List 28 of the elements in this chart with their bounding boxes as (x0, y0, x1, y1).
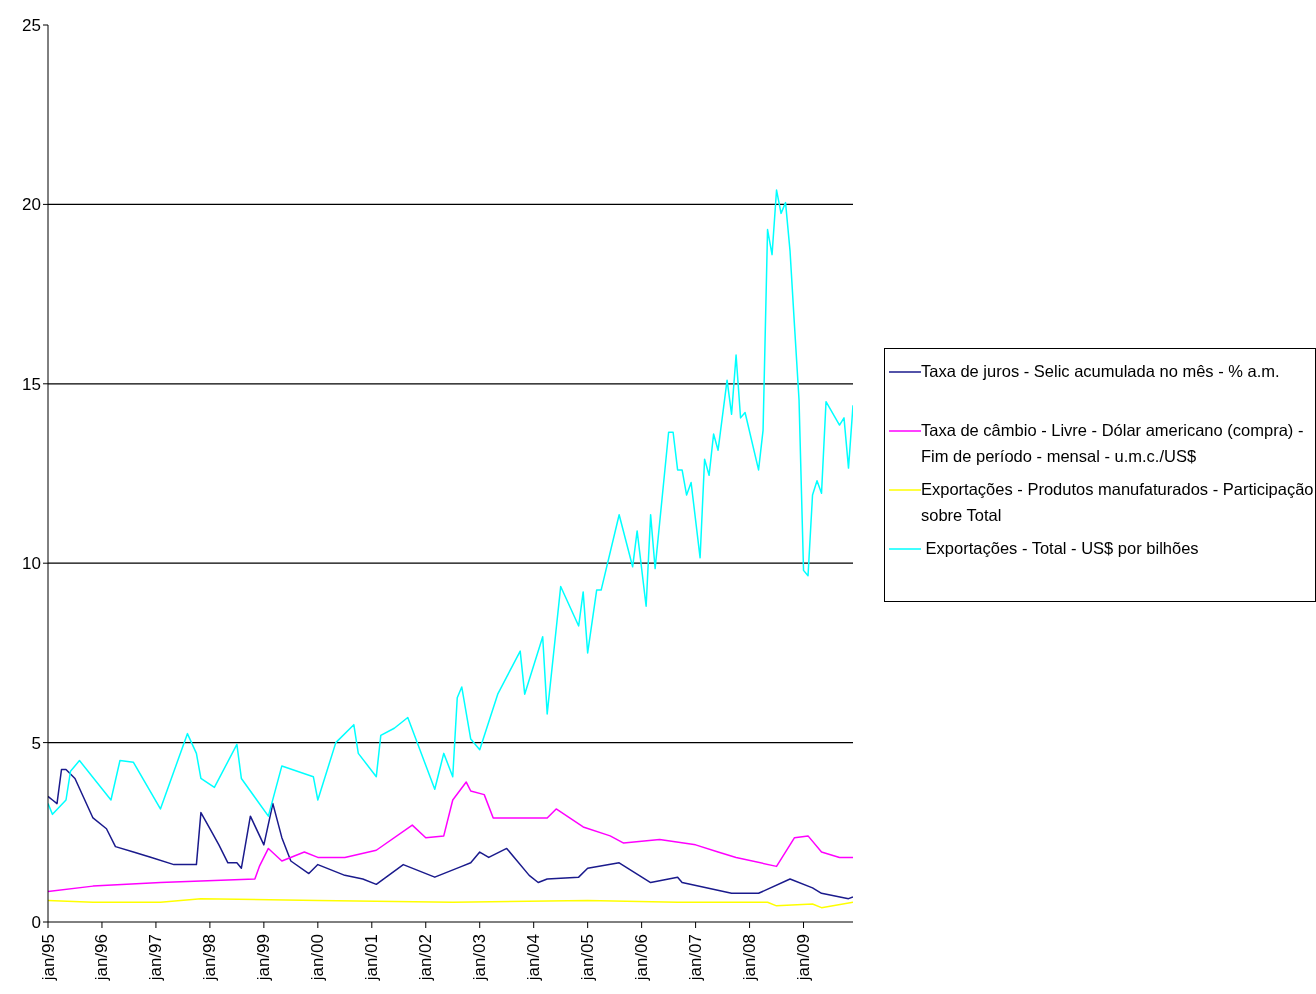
x-tick-label: jan/07 (686, 934, 706, 982)
y-tick-label: 20 (22, 195, 41, 215)
x-tick-label: jan/99 (254, 934, 274, 982)
y-tick-label: 5 (31, 733, 41, 753)
legend-label: Taxa de juros - Selic acumulada no mês - % a.m. (921, 361, 1280, 382)
x-tick-label: jan/95 (38, 934, 58, 982)
x-tick-label: jan/05 (578, 934, 598, 982)
y-tick-label: 25 (22, 16, 41, 36)
line-series (48, 781, 853, 893)
x-tick-label: jan/03 (470, 934, 490, 982)
x-tick-label: jan/97 (146, 934, 166, 982)
legend-label: Exportações - Produtos manufaturados - Participação sobre Total (921, 479, 1315, 526)
x-tick-label: jan/00 (308, 934, 328, 982)
line-series (48, 768, 853, 900)
x-tick-label: jan/96 (92, 934, 112, 982)
x-tick-label: jan/98 (200, 934, 220, 982)
x-tick-label: jan/04 (524, 934, 544, 982)
legend-label: Exportações - Total - US$ por bilhões (924, 538, 1199, 559)
line-series (48, 897, 853, 909)
y-tick-label: 0 (31, 913, 41, 933)
x-tick-label: jan/06 (632, 934, 652, 982)
legend-label: Taxa de câmbio - Livre - Dólar americano (compra) - Fim de período - mensal - u.m.c./US$ (921, 420, 1305, 467)
y-tick-label: 10 (22, 554, 41, 574)
x-tick-label: jan/01 (362, 934, 382, 982)
x-tick-label: jan/08 (740, 934, 760, 982)
y-tick-label: 15 (22, 374, 41, 394)
x-tick-label: jan/09 (794, 934, 814, 982)
x-tick-label: jan/02 (416, 934, 436, 982)
